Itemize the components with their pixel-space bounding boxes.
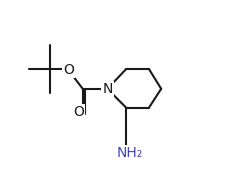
Text: O: O — [63, 63, 74, 77]
Text: N: N — [102, 82, 112, 96]
Text: NH₂: NH₂ — [116, 146, 142, 160]
Text: O: O — [73, 105, 84, 119]
